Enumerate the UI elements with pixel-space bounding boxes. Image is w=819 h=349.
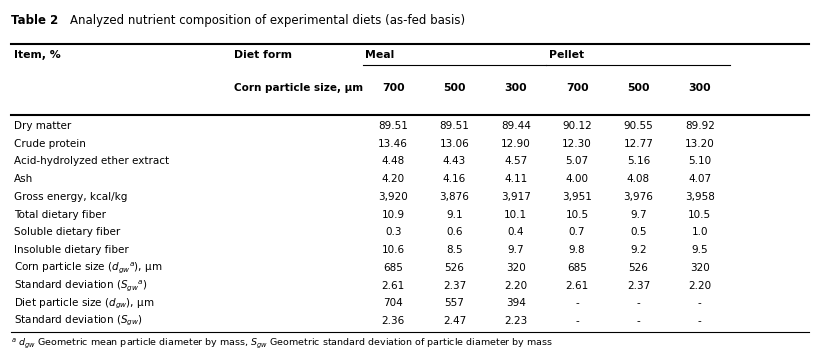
Text: 4.57: 4.57 bbox=[504, 156, 527, 166]
Text: Standard deviation ($S_{gw}$$^a$): Standard deviation ($S_{gw}$$^a$) bbox=[14, 278, 147, 293]
Text: 3,917: 3,917 bbox=[500, 192, 530, 202]
Text: 9.7: 9.7 bbox=[629, 210, 646, 220]
Text: 10.6: 10.6 bbox=[381, 245, 405, 255]
Text: 2.20: 2.20 bbox=[687, 281, 710, 291]
Text: -: - bbox=[636, 316, 640, 326]
Text: 9.1: 9.1 bbox=[446, 210, 462, 220]
Text: 0.4: 0.4 bbox=[507, 227, 523, 237]
Text: 320: 320 bbox=[505, 263, 525, 273]
Text: 4.07: 4.07 bbox=[687, 174, 710, 184]
Text: 12.90: 12.90 bbox=[500, 139, 530, 149]
Text: 12.77: 12.77 bbox=[622, 139, 653, 149]
Text: 2.61: 2.61 bbox=[565, 281, 588, 291]
Text: Corn particle size, μm: Corn particle size, μm bbox=[234, 83, 363, 92]
Text: 2.61: 2.61 bbox=[381, 281, 405, 291]
Text: 0.6: 0.6 bbox=[446, 227, 462, 237]
Text: -: - bbox=[575, 298, 578, 309]
Text: 300: 300 bbox=[504, 83, 527, 92]
Text: Pellet: Pellet bbox=[548, 50, 583, 60]
Text: 13.46: 13.46 bbox=[378, 139, 408, 149]
Text: 9.5: 9.5 bbox=[690, 245, 707, 255]
Text: Acid-hydrolyzed ether extract: Acid-hydrolyzed ether extract bbox=[14, 156, 169, 166]
Text: Total dietary fiber: Total dietary fiber bbox=[14, 210, 106, 220]
Text: 13.20: 13.20 bbox=[684, 139, 713, 149]
Text: Gross energy, kcal/kg: Gross energy, kcal/kg bbox=[14, 192, 127, 202]
Text: Standard deviation ($S_{gw}$): Standard deviation ($S_{gw}$) bbox=[14, 314, 143, 328]
Text: 13.06: 13.06 bbox=[439, 139, 468, 149]
Text: 300: 300 bbox=[688, 83, 710, 92]
Text: 2.37: 2.37 bbox=[442, 281, 465, 291]
Text: 9.2: 9.2 bbox=[629, 245, 646, 255]
Text: 5.07: 5.07 bbox=[565, 156, 588, 166]
Text: 89.51: 89.51 bbox=[439, 121, 469, 131]
Text: 12.30: 12.30 bbox=[562, 139, 591, 149]
Text: 4.43: 4.43 bbox=[442, 156, 465, 166]
Text: Ash: Ash bbox=[14, 174, 33, 184]
Text: Diet form: Diet form bbox=[234, 50, 292, 60]
Text: 0.3: 0.3 bbox=[385, 227, 401, 237]
Text: 2.20: 2.20 bbox=[504, 281, 527, 291]
Text: Insoluble dietary fiber: Insoluble dietary fiber bbox=[14, 245, 129, 255]
Text: 9.7: 9.7 bbox=[507, 245, 523, 255]
Text: -: - bbox=[575, 316, 578, 326]
Text: 4.08: 4.08 bbox=[626, 174, 649, 184]
Text: 685: 685 bbox=[567, 263, 586, 273]
Text: 89.44: 89.44 bbox=[500, 121, 530, 131]
Text: 4.20: 4.20 bbox=[381, 174, 405, 184]
Text: 1.0: 1.0 bbox=[690, 227, 707, 237]
Text: 500: 500 bbox=[443, 83, 465, 92]
Text: 685: 685 bbox=[382, 263, 403, 273]
Text: 3,951: 3,951 bbox=[562, 192, 591, 202]
Text: 557: 557 bbox=[444, 298, 464, 309]
Text: 2.36: 2.36 bbox=[381, 316, 405, 326]
Text: 10.9: 10.9 bbox=[381, 210, 405, 220]
Text: Item, %: Item, % bbox=[14, 50, 61, 60]
Text: -: - bbox=[697, 298, 701, 309]
Text: 320: 320 bbox=[689, 263, 708, 273]
Text: Analyzed nutrient composition of experimental diets (as-fed basis): Analyzed nutrient composition of experim… bbox=[70, 14, 464, 27]
Text: Table 2: Table 2 bbox=[11, 14, 58, 27]
Text: 526: 526 bbox=[627, 263, 648, 273]
Text: 3,920: 3,920 bbox=[378, 192, 408, 202]
Text: 4.16: 4.16 bbox=[442, 174, 465, 184]
Text: 4.11: 4.11 bbox=[504, 174, 527, 184]
Text: Crude protein: Crude protein bbox=[14, 139, 85, 149]
Text: 3,876: 3,876 bbox=[439, 192, 469, 202]
Text: 2.23: 2.23 bbox=[504, 316, 527, 326]
Text: -: - bbox=[636, 298, 640, 309]
Text: 89.92: 89.92 bbox=[684, 121, 714, 131]
Text: 89.51: 89.51 bbox=[378, 121, 408, 131]
Text: 90.12: 90.12 bbox=[562, 121, 591, 131]
Text: Soluble dietary fiber: Soluble dietary fiber bbox=[14, 227, 120, 237]
Text: -: - bbox=[697, 316, 701, 326]
Text: 700: 700 bbox=[565, 83, 588, 92]
Text: 526: 526 bbox=[444, 263, 464, 273]
Text: 500: 500 bbox=[627, 83, 649, 92]
Text: 4.48: 4.48 bbox=[381, 156, 405, 166]
Text: 3,976: 3,976 bbox=[622, 192, 653, 202]
Text: 2.47: 2.47 bbox=[442, 316, 465, 326]
Text: 10.5: 10.5 bbox=[687, 210, 710, 220]
Text: Corn particle size ($d_{gw}$$^a$), μm: Corn particle size ($d_{gw}$$^a$), μm bbox=[14, 260, 162, 275]
Text: 0.5: 0.5 bbox=[629, 227, 646, 237]
Text: 90.55: 90.55 bbox=[622, 121, 653, 131]
Text: 394: 394 bbox=[505, 298, 525, 309]
Text: 704: 704 bbox=[383, 298, 403, 309]
Text: $^a$ $d_{gw}$ Geometric mean particle diameter by mass, $S_{gw}$ Geometric stand: $^a$ $d_{gw}$ Geometric mean particle di… bbox=[11, 337, 553, 349]
Text: 4.00: 4.00 bbox=[565, 174, 588, 184]
Text: 5.16: 5.16 bbox=[626, 156, 649, 166]
Text: 10.1: 10.1 bbox=[504, 210, 527, 220]
Text: 2.37: 2.37 bbox=[626, 281, 649, 291]
Text: 8.5: 8.5 bbox=[446, 245, 462, 255]
Text: 700: 700 bbox=[382, 83, 404, 92]
Text: 0.7: 0.7 bbox=[568, 227, 585, 237]
Text: Meal: Meal bbox=[364, 50, 394, 60]
Text: 3,958: 3,958 bbox=[684, 192, 714, 202]
Text: 10.5: 10.5 bbox=[565, 210, 588, 220]
Text: Dry matter: Dry matter bbox=[14, 121, 70, 131]
Text: 5.10: 5.10 bbox=[687, 156, 710, 166]
Text: 9.8: 9.8 bbox=[568, 245, 585, 255]
Text: Diet particle size ($d_{gw}$), μm: Diet particle size ($d_{gw}$), μm bbox=[14, 296, 154, 311]
